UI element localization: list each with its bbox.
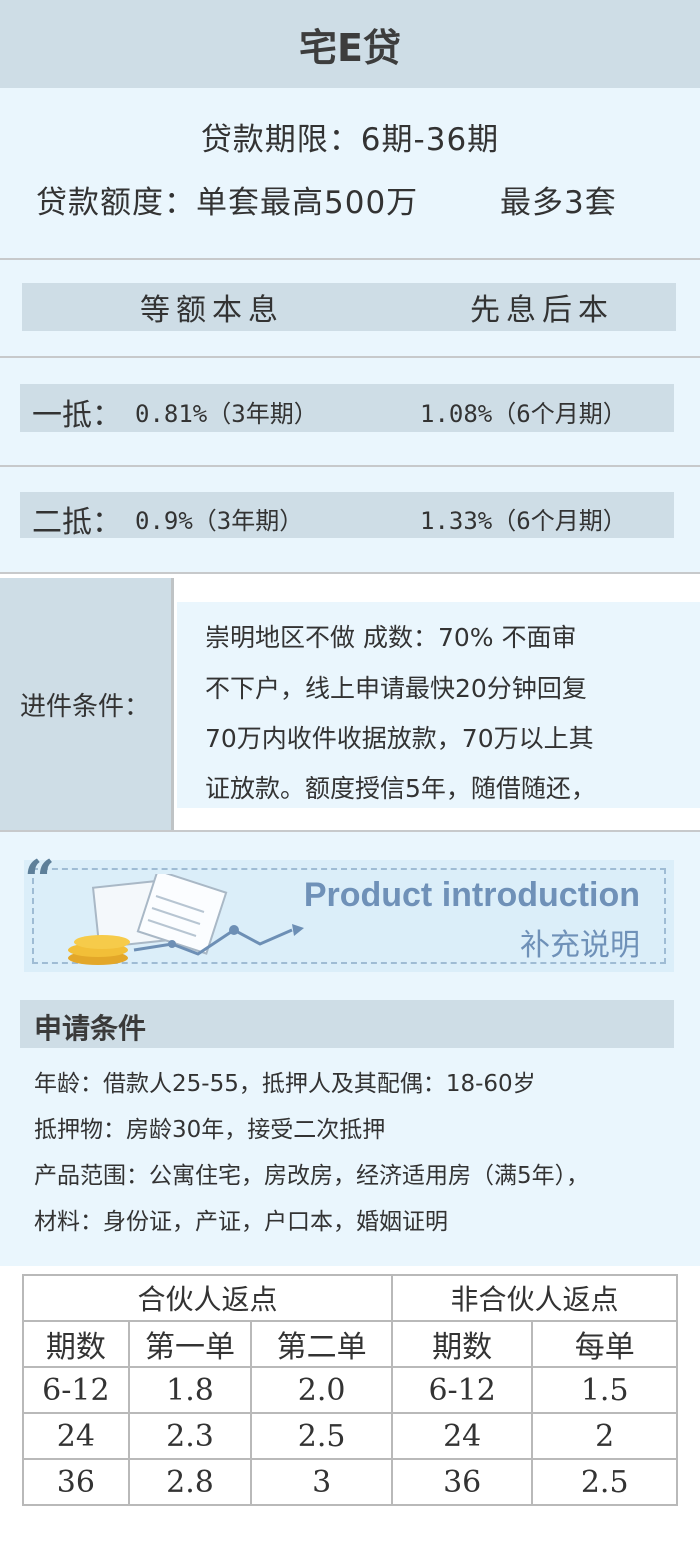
table-cell: 24 [390, 1412, 534, 1460]
conditions-line: 崇明地区不做 成数：70% 不面审 [205, 623, 577, 652]
rate-label: 二抵： [32, 505, 122, 540]
table-cell: 3 [250, 1458, 393, 1506]
rate-row-second-mortgage: 二抵： 0.9%（3年期） 1.33%（6个月期） [0, 467, 700, 572]
table-row: 6-12 1.8 2.0 6-12 1.5 [22, 1366, 678, 1414]
column-header: 第一单 [127, 1320, 253, 1368]
table-group-header-row: 合伙人返点 非合伙人返点 [22, 1274, 679, 1322]
group-nonpartner-header: 非合伙人返点 [390, 1274, 679, 1322]
repayment-panel: 等额本息 先息后本 [0, 260, 700, 356]
loan-amount: 贷款额度：单套最高500万 [36, 185, 419, 221]
divider [0, 258, 700, 260]
column-header: 第二单 [250, 1320, 393, 1368]
rate-equal-installment: 0.81%（3年期） [135, 400, 318, 428]
document-chart-icon [68, 874, 304, 965]
rate-interest-first: 1.08%（6个月期） [420, 400, 627, 428]
loan-term: 贷款期限：6期-36期 [200, 122, 500, 158]
table-cell: 36 [390, 1458, 534, 1506]
table-cell: 1.5 [531, 1366, 678, 1414]
table-row: 36 2.8 3 36 2.5 [22, 1458, 678, 1506]
rate-label: 一抵： [32, 398, 122, 433]
apply-heading: 申请条件 [34, 1012, 147, 1045]
rate-bar: 一抵： 0.81%（3年期） 1.08%（6个月期） [20, 384, 674, 433]
banner-title-en: Product introduction [303, 876, 640, 914]
table-row: 24 2.3 2.5 24 2 [22, 1412, 678, 1460]
quote-icon: “ [24, 848, 56, 912]
loan-max-sets: 最多3套 [500, 185, 617, 221]
apply-line: 材料：身份证，产证，户口本，婚姻证明 [34, 1209, 448, 1235]
rate-interest-first: 1.33%（6个月期） [420, 507, 627, 535]
conditions-line: 证放款。额度授信5年，随借随还， [205, 774, 596, 803]
table-cell: 24 [22, 1412, 130, 1460]
conditions-label: 进件条件： [20, 692, 151, 722]
page-title: 宅E贷 [0, 0, 700, 88]
table-cell: 2.3 [127, 1412, 253, 1460]
table-column-header-row: 期数 第一单 第二单 期数 每单 [22, 1320, 678, 1368]
product-intro-panel: “ Product introduction 补充说明 申请条件 年龄：借款人2… [0, 832, 700, 1266]
rate-equal-installment: 0.9%（3年期） [135, 507, 304, 535]
column-header: 期数 [390, 1320, 534, 1368]
product-intro-banner: “ Product introduction 补充说明 [24, 848, 674, 972]
banner-title-cn: 补充说明 [520, 928, 640, 963]
header-interest-first: 先息后本 [470, 293, 614, 328]
conditions-line: 不下户，线上申请最快20分钟回复 [205, 674, 587, 703]
group-partner-header: 合伙人返点 [22, 1274, 393, 1322]
table-cell: 2 [531, 1412, 678, 1460]
conditions-text-box: 崇明地区不做 成数：70% 不面审 不下户，线上申请最快20分钟回复 70万内收… [177, 602, 700, 808]
table-cell: 2.5 [250, 1412, 393, 1460]
rebate-table: 合伙人返点 非合伙人返点 期数 第一单 第二单 期数 每单 6-12 1.8 2… [22, 1274, 679, 1506]
apply-line: 产品范围：公寓住宅，房改房，经济适用房（满5年）， [34, 1163, 590, 1189]
apply-line: 年龄：借款人25-55，抵押人及其配偶：18-60岁 [34, 1071, 536, 1097]
table-cell: 6-12 [390, 1366, 534, 1414]
rate-row-first-mortgage: 一抵： 0.81%（3年期） 1.08%（6个月期） [0, 358, 700, 465]
divider [0, 830, 700, 832]
divider [0, 572, 700, 574]
table-cell: 6-12 [22, 1366, 130, 1414]
apply-line: 抵押物：房龄30年，接受二次抵押 [34, 1117, 386, 1143]
table-cell: 36 [22, 1458, 130, 1506]
conditions-line: 70万内收件收据放款，70万以上其 [205, 724, 594, 753]
table-cell: 2.0 [250, 1366, 393, 1414]
table-cell: 1.8 [127, 1366, 253, 1414]
apply-heading-bar: 申请条件 [20, 1000, 674, 1048]
banner-frame [32, 868, 666, 964]
table-cell: 2.5 [531, 1458, 678, 1506]
divider [0, 356, 700, 358]
loan-info-panel: 贷款期限：6期-36期 贷款额度：单套最高500万 最多3套 [0, 88, 700, 258]
column-header: 每单 [531, 1320, 678, 1368]
repayment-header-bar: 等额本息 先息后本 [22, 283, 676, 331]
rate-bar: 二抵： 0.9%（3年期） 1.33%（6个月期） [20, 492, 674, 540]
column-header: 期数 [22, 1320, 130, 1368]
table-cell: 2.8 [127, 1458, 253, 1506]
header-equal-installment: 等额本息 [140, 293, 284, 328]
conditions-label-cell: 进件条件： [0, 578, 174, 830]
divider [0, 465, 700, 467]
